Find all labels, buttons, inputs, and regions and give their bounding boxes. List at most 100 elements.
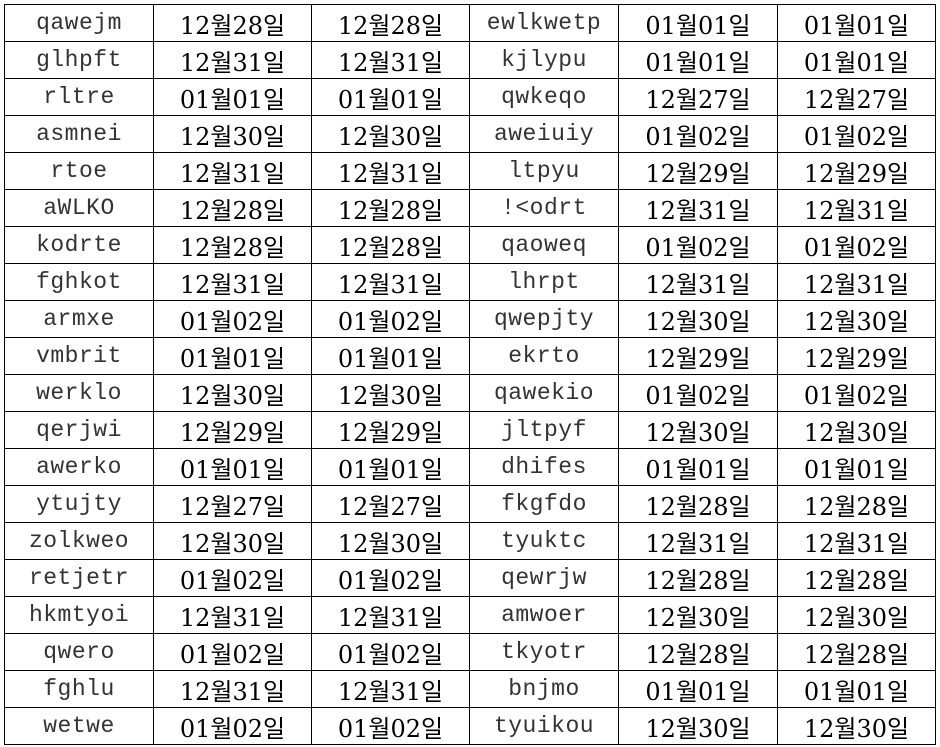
- date-cell[interactable]: 12월31일: [153, 263, 312, 301]
- date-cell[interactable]: 12월31일: [153, 152, 312, 190]
- date-cell[interactable]: 12월30일: [153, 115, 312, 153]
- date-cell[interactable]: 12월28일: [777, 485, 936, 523]
- date-cell[interactable]: 12월28일: [311, 226, 470, 264]
- name-cell[interactable]: qwkeqo: [469, 78, 619, 116]
- date-cell[interactable]: 12월30일: [777, 411, 936, 449]
- date-cell[interactable]: 01월01일: [153, 448, 312, 486]
- name-cell[interactable]: qwero: [4, 633, 154, 671]
- name-cell[interactable]: ewlkwetp: [469, 4, 619, 42]
- name-cell[interactable]: tkyotr: [469, 633, 619, 671]
- name-cell[interactable]: armxe: [4, 300, 154, 338]
- date-cell[interactable]: 12월30일: [153, 522, 312, 560]
- name-cell[interactable]: qerjwi: [4, 411, 154, 449]
- name-cell[interactable]: vmbrit: [4, 337, 154, 375]
- name-cell[interactable]: hkmtyoi: [4, 596, 154, 634]
- name-cell[interactable]: qawejm: [4, 4, 154, 42]
- name-cell[interactable]: jltpyf: [469, 411, 619, 449]
- date-cell[interactable]: 12월27일: [153, 485, 312, 523]
- name-cell[interactable]: fghkot: [4, 263, 154, 301]
- name-cell[interactable]: asmnei: [4, 115, 154, 153]
- date-cell[interactable]: 12월31일: [153, 596, 312, 634]
- name-cell[interactable]: ltpyu: [469, 152, 619, 190]
- date-cell[interactable]: 12월31일: [777, 189, 936, 227]
- date-cell[interactable]: 01월02일: [311, 633, 470, 671]
- date-cell[interactable]: 01월02일: [311, 559, 470, 597]
- date-cell[interactable]: 12월28일: [777, 633, 936, 671]
- date-cell[interactable]: 12월28일: [311, 4, 470, 42]
- date-cell[interactable]: 01월01일: [153, 78, 312, 116]
- date-cell[interactable]: 12월31일: [777, 263, 936, 301]
- date-cell[interactable]: 12월31일: [311, 152, 470, 190]
- date-cell[interactable]: 01월01일: [777, 41, 936, 79]
- date-cell[interactable]: 12월28일: [153, 226, 312, 264]
- date-cell[interactable]: 01월01일: [311, 337, 470, 375]
- name-cell[interactable]: kodrte: [4, 226, 154, 264]
- date-cell[interactable]: 01월02일: [153, 300, 312, 338]
- date-cell[interactable]: 01월01일: [777, 448, 936, 486]
- name-cell[interactable]: bnjmo: [469, 670, 619, 708]
- date-cell[interactable]: 01월02일: [153, 707, 312, 745]
- date-cell[interactable]: 12월31일: [777, 522, 936, 560]
- date-cell[interactable]: 12월31일: [311, 41, 470, 79]
- date-cell[interactable]: 12월28일: [618, 633, 778, 671]
- date-cell[interactable]: 12월28일: [618, 485, 778, 523]
- name-cell[interactable]: wetwe: [4, 707, 154, 745]
- name-cell[interactable]: dhifes: [469, 448, 619, 486]
- date-cell[interactable]: 12월31일: [618, 522, 778, 560]
- date-cell[interactable]: 12월30일: [153, 374, 312, 412]
- date-cell[interactable]: 01월02일: [777, 374, 936, 412]
- date-cell[interactable]: 12월30일: [311, 522, 470, 560]
- date-cell[interactable]: 12월30일: [618, 300, 778, 338]
- name-cell[interactable]: amwoer: [469, 596, 619, 634]
- date-cell[interactable]: 12월31일: [311, 263, 470, 301]
- name-cell[interactable]: werklo: [4, 374, 154, 412]
- date-cell[interactable]: 01월01일: [311, 78, 470, 116]
- date-cell[interactable]: 01월02일: [153, 559, 312, 597]
- date-cell[interactable]: 12월27일: [777, 78, 936, 116]
- date-cell[interactable]: 12월28일: [153, 4, 312, 42]
- date-cell[interactable]: 12월31일: [311, 596, 470, 634]
- name-cell[interactable]: aweiuiy: [469, 115, 619, 153]
- name-cell[interactable]: awerko: [4, 448, 154, 486]
- name-cell[interactable]: rltre: [4, 78, 154, 116]
- name-cell[interactable]: tyuktc: [469, 522, 619, 560]
- date-cell[interactable]: 12월31일: [618, 189, 778, 227]
- date-cell[interactable]: 01월01일: [777, 4, 936, 42]
- date-cell[interactable]: 12월31일: [153, 670, 312, 708]
- date-cell[interactable]: 12월30일: [777, 300, 936, 338]
- name-cell[interactable]: qaoweq: [469, 226, 619, 264]
- date-cell[interactable]: 12월31일: [618, 263, 778, 301]
- date-cell[interactable]: 12월29일: [311, 411, 470, 449]
- name-cell[interactable]: tyuikou: [469, 707, 619, 745]
- date-cell[interactable]: 01월01일: [618, 670, 778, 708]
- date-cell[interactable]: 01월01일: [618, 4, 778, 42]
- name-cell[interactable]: retjetr: [4, 559, 154, 597]
- name-cell[interactable]: fkgfdo: [469, 485, 619, 523]
- name-cell[interactable]: ekrto: [469, 337, 619, 375]
- date-cell[interactable]: 12월30일: [618, 411, 778, 449]
- name-cell[interactable]: ytujty: [4, 485, 154, 523]
- date-cell[interactable]: 12월28일: [618, 559, 778, 597]
- date-cell[interactable]: 12월29일: [618, 337, 778, 375]
- name-cell[interactable]: lhrpt: [469, 263, 619, 301]
- name-cell[interactable]: zolkweo: [4, 522, 154, 560]
- name-cell[interactable]: qwepjty: [469, 300, 619, 338]
- date-cell[interactable]: 12월27일: [311, 485, 470, 523]
- name-cell[interactable]: aWLKO: [4, 189, 154, 227]
- date-cell[interactable]: 12월31일: [311, 670, 470, 708]
- date-cell[interactable]: 12월27일: [618, 78, 778, 116]
- date-cell[interactable]: 01월02일: [618, 226, 778, 264]
- date-cell[interactable]: 01월02일: [618, 374, 778, 412]
- name-cell[interactable]: glhpft: [4, 41, 154, 79]
- date-cell[interactable]: 12월28일: [777, 559, 936, 597]
- date-cell[interactable]: 01월01일: [777, 670, 936, 708]
- date-cell[interactable]: 01월01일: [618, 41, 778, 79]
- date-cell[interactable]: 12월29일: [153, 411, 312, 449]
- date-cell[interactable]: 12월30일: [618, 707, 778, 745]
- date-cell[interactable]: 01월01일: [311, 448, 470, 486]
- date-cell[interactable]: 12월31일: [153, 41, 312, 79]
- date-cell[interactable]: 01월02일: [311, 707, 470, 745]
- date-cell[interactable]: 01월01일: [618, 448, 778, 486]
- name-cell[interactable]: kjlypu: [469, 41, 619, 79]
- date-cell[interactable]: 12월30일: [311, 115, 470, 153]
